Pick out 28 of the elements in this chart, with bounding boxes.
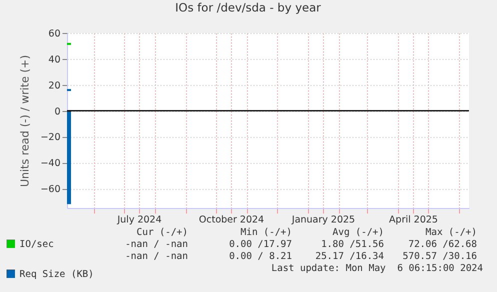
legend-label: Req Size (KB) — [20, 268, 94, 280]
y-tick-label: −60 — [40, 184, 60, 196]
text: Avg (-/+) — [332, 227, 384, 239]
text: Cur (-/+) — [136, 227, 188, 239]
x-tick-label: July 2024 — [116, 214, 162, 226]
text: Last update: Mon May 6 06:15:00 2024 — [271, 263, 483, 275]
text: 72.06 /62.68 — [408, 239, 477, 251]
text: 0.00 /17.97 — [229, 239, 292, 251]
text: Min (-/+) — [240, 227, 292, 239]
legend-label: IO/sec — [20, 238, 54, 250]
x-tick-label: October 2024 — [198, 214, 264, 226]
y-axis-title: Units read (-) / write (+) — [18, 54, 32, 188]
text: -nan / -nan — [125, 251, 188, 263]
y-tick-label: −20 — [40, 132, 60, 144]
text: -nan / -nan — [125, 239, 188, 251]
chart-title: IOs for /dev/sda - by year — [175, 0, 322, 14]
text: 0.00 / 8.21 — [229, 251, 292, 263]
y-tick-label: 20 — [48, 80, 60, 92]
y-tick-label: 0 — [54, 106, 60, 118]
x-tick-label: April 2025 — [389, 214, 438, 226]
y-tick-label: 40 — [48, 54, 60, 66]
text: 1.80 /51.56 — [321, 239, 384, 251]
y-tick-label: 60 — [48, 28, 60, 40]
text: Max (-/+) — [426, 227, 477, 239]
y-tick-label: −40 — [40, 158, 60, 170]
text: 25.17 /16.34 — [315, 251, 384, 263]
x-tick-label: January 2025 — [290, 214, 356, 226]
text: 570.57 /30.16 — [402, 251, 477, 263]
